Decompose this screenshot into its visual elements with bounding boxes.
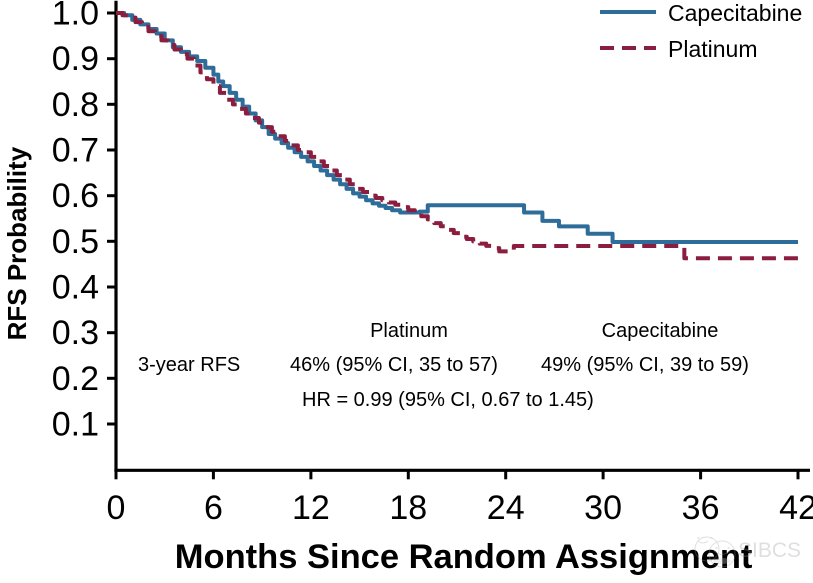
svg-text:RFS Probability: RFS Probability (2, 146, 32, 340)
svg-text:Platinum: Platinum (370, 320, 448, 342)
svg-text:3-year RFS: 3-year RFS (138, 354, 240, 376)
svg-text:0: 0 (107, 489, 126, 527)
svg-text:1.0: 1.0 (52, 0, 99, 33)
svg-text:Months Since Random Assignment: Months Since Random Assignment (175, 538, 753, 576)
svg-text:0.7: 0.7 (52, 132, 99, 170)
svg-text:0.9: 0.9 (52, 40, 99, 78)
svg-text:42: 42 (779, 489, 813, 527)
svg-text:0.2: 0.2 (52, 360, 99, 398)
svg-text:0.3: 0.3 (52, 314, 99, 352)
svg-text:SIBCS: SIBCS (738, 539, 801, 562)
svg-text:0.4: 0.4 (52, 269, 99, 307)
svg-text:12: 12 (292, 489, 330, 527)
svg-text:Capecitabine: Capecitabine (668, 0, 802, 26)
svg-text:24: 24 (487, 489, 525, 527)
svg-text:0.6: 0.6 (52, 177, 99, 215)
svg-text:18: 18 (389, 489, 427, 527)
svg-text:36: 36 (682, 489, 720, 527)
svg-text:46% (95% CI, 35 to 57): 46% (95% CI, 35 to 57) (290, 354, 498, 376)
svg-text:30: 30 (584, 489, 622, 527)
svg-text:6: 6 (204, 489, 223, 527)
svg-text:HR = 0.99 (95% CI, 0.67 to 1.4: HR = 0.99 (95% CI, 0.67 to 1.45) (302, 389, 594, 411)
svg-text:Capecitabine: Capecitabine (602, 320, 719, 342)
svg-text:0.8: 0.8 (52, 86, 99, 124)
svg-text:Platinum: Platinum (668, 36, 757, 62)
svg-text:0.5: 0.5 (52, 223, 99, 261)
svg-text:49% (95% CI, 39 to 59): 49% (95% CI, 39 to 59) (541, 354, 749, 376)
svg-text:0.1: 0.1 (52, 406, 99, 444)
